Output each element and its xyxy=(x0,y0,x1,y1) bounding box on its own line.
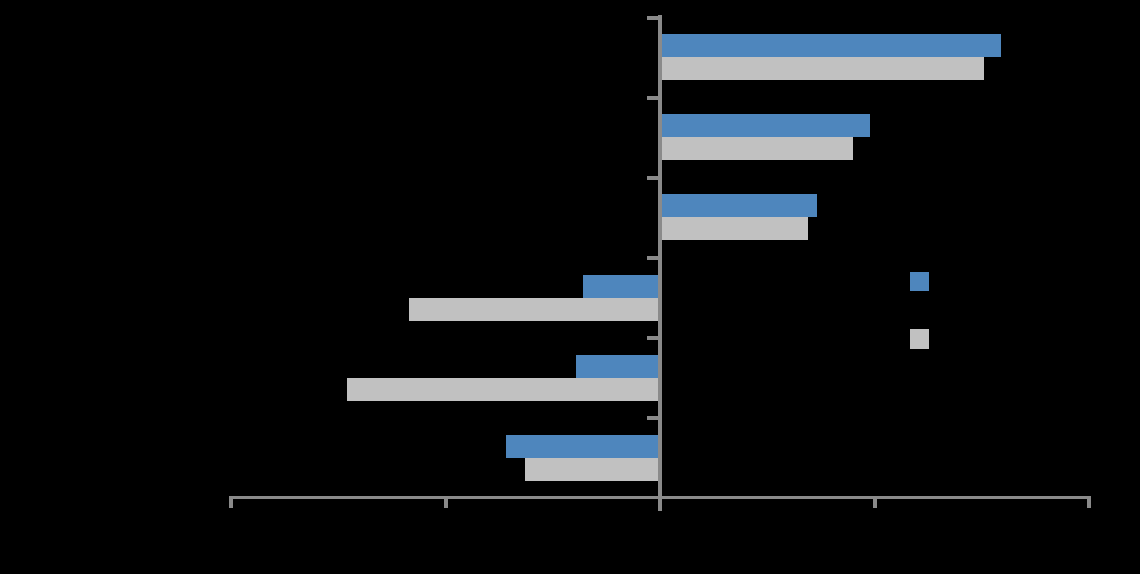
legend-swatch-blue xyxy=(910,272,929,291)
bar-gray-row-1 xyxy=(660,57,984,80)
y-axis-tick xyxy=(647,256,658,260)
y-axis-tick xyxy=(647,336,658,341)
bar-blue-row-2 xyxy=(660,114,871,138)
x-axis-tick xyxy=(229,496,233,508)
y-axis-line xyxy=(658,15,662,511)
x-axis-tick xyxy=(443,496,448,508)
y-axis-tick xyxy=(647,95,658,100)
bar-gray-row-6 xyxy=(524,457,660,481)
y-axis-tick xyxy=(647,15,658,20)
legend-swatch-gray xyxy=(910,329,929,349)
x-axis-tick xyxy=(872,496,877,508)
bar-blue-row-5 xyxy=(576,354,660,378)
bar-blue-row-3 xyxy=(660,194,817,218)
bar-blue-row-1 xyxy=(660,34,1002,57)
y-axis-tick xyxy=(647,416,658,421)
x-axis-tick xyxy=(1087,496,1091,508)
bar-gray-row-4 xyxy=(409,297,660,321)
x-axis-tick xyxy=(658,496,662,508)
bar-blue-row-4 xyxy=(582,274,660,298)
bar-gray-row-2 xyxy=(660,137,854,161)
bar-gray-row-3 xyxy=(660,217,808,241)
bar-gray-row-5 xyxy=(346,377,660,401)
bar-blue-row-6 xyxy=(505,434,660,458)
y-axis-tick xyxy=(647,175,658,180)
